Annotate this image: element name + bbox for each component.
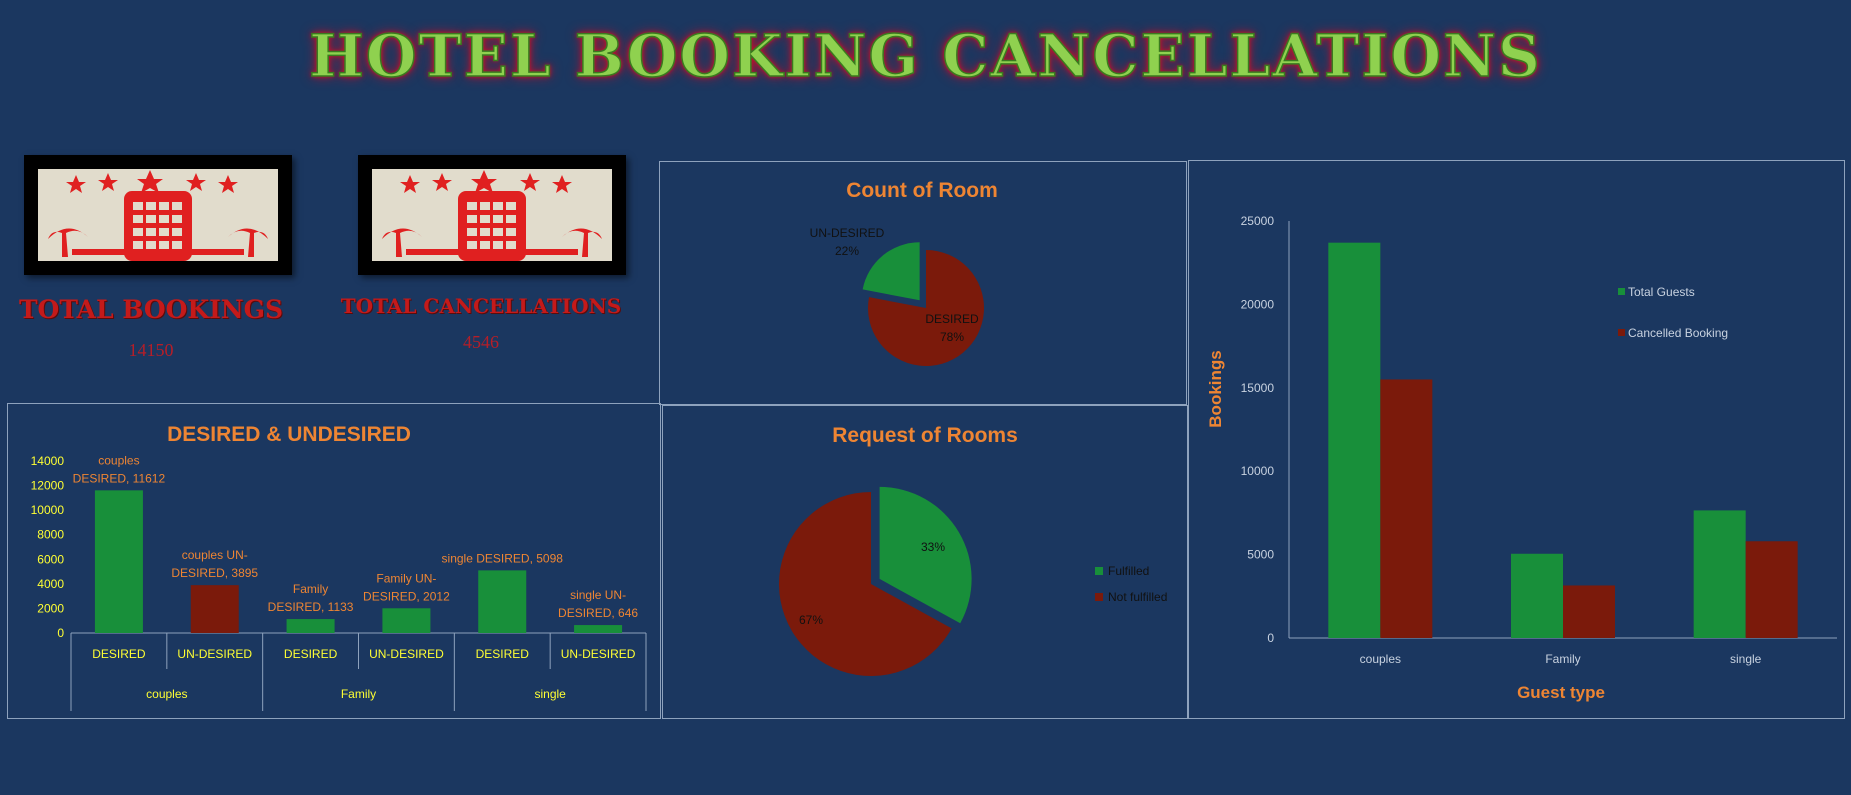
bar-data-label: DESIRED, 1133: [268, 600, 354, 614]
bar-family-un-desired: [382, 608, 431, 633]
bar-couples-total-guests: [1328, 242, 1381, 638]
bar-family-cancelled-booking: [1563, 585, 1615, 638]
request-of-rooms-title: Request of Rooms: [832, 424, 1018, 447]
y-tick-label: 20000: [1241, 297, 1275, 311]
desired-undesired-chart: DESIRED & UNDESIRED 0 2000 4000 6000 8000 100…: [31, 423, 647, 711]
legend-swatch-total-guests: [1618, 288, 1625, 295]
y-tick-label: 0: [1267, 631, 1274, 645]
legend-label-fulfilled: Fulfilled: [1108, 564, 1149, 578]
pie-label-undesired-pct: 22%: [835, 244, 859, 258]
count-of-room-panel: Count of Room UN-DESIRED 22% DESIRED 78%: [659, 161, 1187, 405]
x-category-label: UN-DESIRED: [177, 647, 252, 661]
x-category-label: DESIRED: [92, 647, 146, 661]
request-of-rooms-chart: Request of Rooms 33% 67% Fulfilled Not f…: [779, 424, 1167, 676]
x-group-label: single: [534, 687, 566, 701]
x-category-label: UN-DESIRED: [369, 647, 444, 661]
x-category-label: couples: [1360, 652, 1401, 666]
desired-undesired-title: DESIRED & UNDESIRED: [167, 423, 411, 446]
pie-slice-fulfilled: [879, 486, 972, 624]
guest-type-panel: 0 5000 10000 15000 20000 25000 couples Family s…: [1188, 160, 1845, 719]
total-bookings-logo: [24, 155, 292, 275]
x-category-label: single: [1730, 652, 1762, 666]
x-category-label: DESIRED: [284, 647, 338, 661]
bar-family-total-guests: [1511, 553, 1563, 638]
x-group-label: couples: [146, 687, 187, 701]
total-cancellations-value: 4546: [463, 332, 499, 352]
bar-couples-cancelled-booking: [1380, 379, 1433, 638]
count-of-room-chart: Count of Room UN-DESIRED 22% DESIRED 78%: [810, 179, 998, 366]
request-of-rooms-panel: Request of Rooms 33% 67% Fulfilled Not f…: [662, 405, 1188, 719]
y-tick-label: 12000: [31, 479, 65, 493]
total-bookings-value: 14150: [128, 340, 174, 360]
hotel-building-icon: [38, 169, 278, 261]
bar-data-label: couples: [98, 453, 139, 467]
count-of-room-title: Count of Room: [846, 179, 998, 202]
total-bookings-label: TOTAL BOOKINGS: [18, 295, 284, 324]
dashboard-title: HOTEL BOOKING CANCELLATIONS: [308, 21, 1542, 91]
x-category-label: Family: [1545, 652, 1580, 666]
y-tick-label: 8000: [37, 528, 64, 542]
legend-label-cancelled-booking: Cancelled Booking: [1628, 326, 1728, 340]
bar-data-label: Family: [293, 582, 328, 596]
bar-couples-un-desired: [190, 585, 239, 633]
y-tick-label: 5000: [1247, 548, 1274, 562]
y-tick-label: 6000: [37, 552, 64, 566]
y-tick-label: 25000: [1241, 214, 1275, 228]
total-cancellations-label: TOTAL CANCELLATIONS: [340, 294, 622, 318]
legend-label-not-fulfilled: Not fulfilled: [1108, 590, 1167, 604]
pie-label-undesired-name: UN-DESIRED: [810, 226, 885, 240]
y-tick-label: 10000: [31, 503, 65, 517]
y-axis-title: Bookings: [1206, 350, 1225, 427]
bar-data-label: DESIRED, 646: [558, 606, 638, 620]
x-category-label: UN-DESIRED: [561, 647, 636, 661]
pie-slice-un-desired: [862, 242, 920, 301]
legend-swatch-fulfilled: [1095, 567, 1103, 575]
hotel-building-icon: [372, 169, 612, 261]
bar-data-label: couples UN-: [182, 548, 248, 562]
pie-slice-not-fulfilled: [779, 492, 952, 676]
bar-single-un-desired: [574, 625, 623, 633]
y-tick-label: 0: [57, 626, 64, 640]
legend-swatch-not-fulfilled: [1095, 593, 1103, 601]
bar-data-label: DESIRED, 2012: [363, 589, 450, 603]
bar-data-label: single UN-: [570, 588, 626, 602]
legend-label-total-guests: Total Guests: [1628, 285, 1695, 299]
pie-label-fulfilled-pct: 33%: [921, 540, 945, 554]
legend-swatch-cancelled-booking: [1618, 329, 1625, 336]
x-category-label: DESIRED: [476, 647, 530, 661]
y-tick-label: 15000: [1241, 381, 1275, 395]
bar-single-cancelled-booking: [1745, 541, 1798, 638]
y-tick-label: 2000: [37, 601, 64, 615]
pie-label-desired-pct: 78%: [940, 330, 964, 344]
pie-label-desired-name: DESIRED: [925, 312, 979, 326]
x-axis-title: Guest type: [1517, 683, 1605, 702]
desired-undesired-panel: DESIRED & UNDESIRED 0 2000 4000 6000 8000 100…: [7, 403, 661, 719]
pie-slice-desired: [868, 250, 984, 366]
x-group-label: Family: [341, 687, 376, 701]
total-cancellations-logo: [358, 155, 626, 275]
pie-label-not-fulfilled-pct: 67%: [799, 613, 823, 627]
y-tick-label: 4000: [37, 577, 64, 591]
bar-single-total-guests: [1693, 510, 1746, 638]
guest-type-chart: 0 5000 10000 15000 20000 25000 couples Family s…: [1206, 214, 1837, 702]
bar-data-label: Family UN-: [376, 571, 436, 585]
bar-couples-desired: [94, 490, 143, 633]
bar-data-label: DESIRED, 11612: [73, 471, 166, 485]
bar-family-desired: [286, 619, 335, 633]
bar-single-desired: [478, 570, 527, 633]
bar-data-label: single DESIRED, 5098: [442, 551, 564, 565]
y-tick-label: 14000: [31, 454, 65, 468]
bar-data-label: DESIRED, 3895: [171, 566, 258, 580]
y-tick-label: 10000: [1241, 464, 1275, 478]
